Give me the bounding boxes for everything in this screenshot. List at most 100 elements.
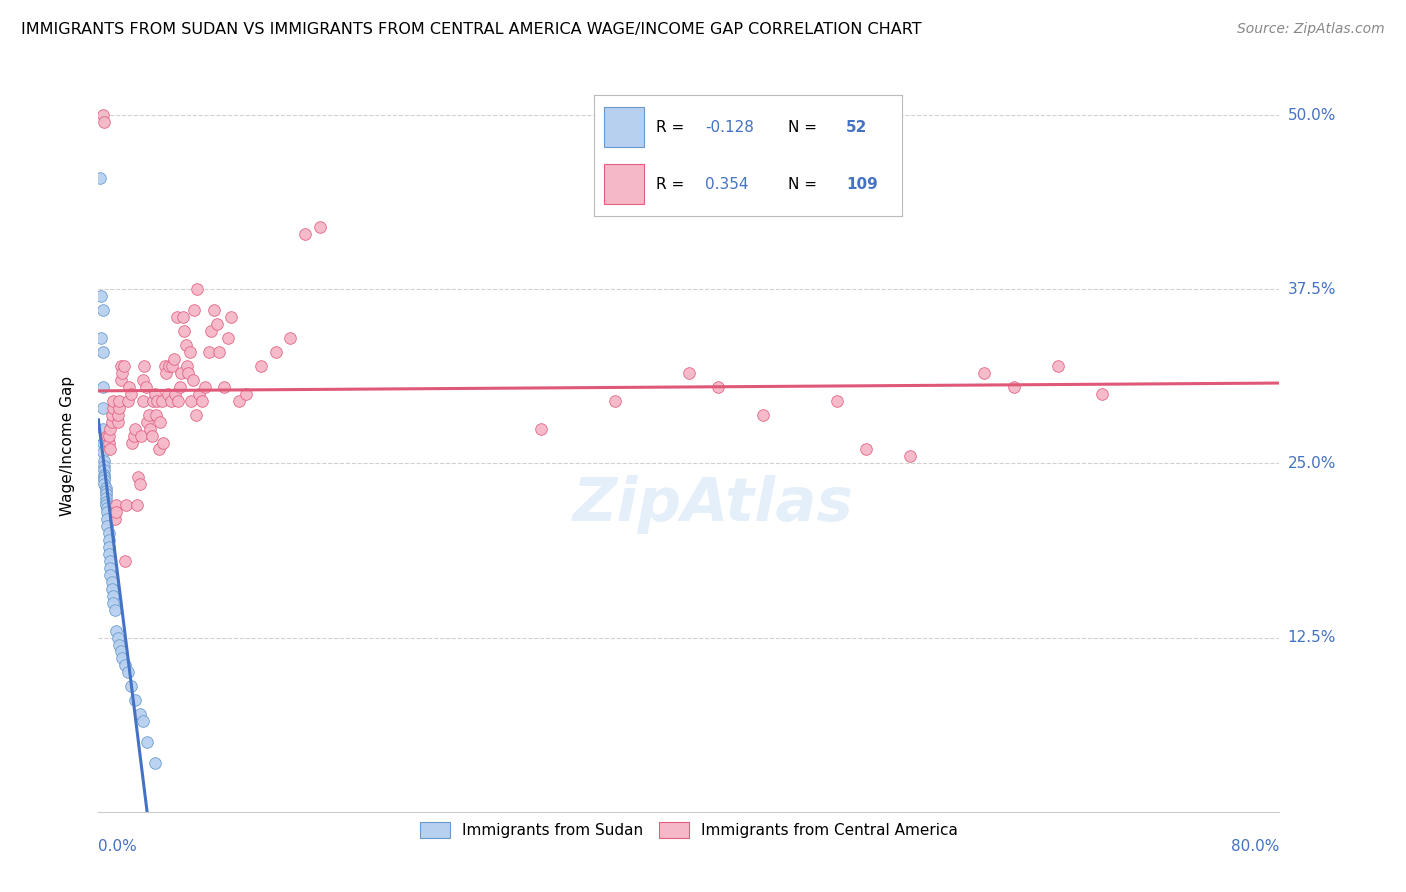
- Point: [96, 505, 118, 519]
- Point: [96, 501, 118, 516]
- Point: [97, 428, 120, 442]
- Point: [170, 366, 193, 380]
- Text: 37.5%: 37.5%: [1288, 282, 1336, 297]
- Point: [141, 428, 163, 442]
- Point: [100, 582, 122, 596]
- Point: [121, 435, 143, 450]
- Point: [112, 359, 135, 373]
- Point: [117, 393, 139, 408]
- Point: [163, 351, 186, 366]
- Point: [93, 473, 115, 487]
- Point: [678, 366, 700, 380]
- Point: [145, 408, 167, 422]
- Point: [228, 393, 250, 408]
- Point: [100, 574, 122, 589]
- Point: [181, 373, 204, 387]
- Point: [108, 401, 131, 415]
- Point: [98, 561, 121, 575]
- Point: [177, 366, 200, 380]
- Point: [91, 303, 114, 318]
- Point: [91, 108, 114, 122]
- Point: [250, 359, 273, 373]
- Point: [176, 359, 198, 373]
- Point: [94, 487, 117, 501]
- Point: [183, 303, 205, 318]
- Point: [97, 533, 120, 547]
- Point: [194, 380, 217, 394]
- Point: [105, 505, 128, 519]
- Point: [132, 714, 155, 728]
- Point: [96, 512, 118, 526]
- Point: [135, 380, 157, 394]
- Point: [217, 331, 239, 345]
- Point: [93, 115, 115, 129]
- Point: [103, 401, 125, 415]
- Point: [91, 445, 114, 459]
- Point: [94, 482, 117, 496]
- Point: [117, 665, 139, 680]
- Point: [172, 310, 194, 325]
- Point: [93, 459, 115, 474]
- Point: [105, 498, 128, 512]
- Point: [235, 386, 257, 401]
- Point: [93, 453, 115, 467]
- Point: [94, 498, 117, 512]
- Point: [139, 421, 162, 435]
- Point: [186, 282, 208, 296]
- Point: [134, 359, 156, 373]
- Point: [90, 289, 112, 303]
- Point: [605, 393, 627, 408]
- Point: [96, 428, 118, 442]
- Point: [94, 495, 117, 509]
- Point: [91, 345, 114, 359]
- Point: [180, 393, 202, 408]
- Point: [152, 435, 174, 450]
- Point: [149, 415, 172, 429]
- Point: [91, 421, 114, 435]
- Point: [107, 415, 129, 429]
- Point: [159, 393, 181, 408]
- Point: [128, 477, 150, 491]
- Point: [167, 393, 190, 408]
- Point: [89, 170, 111, 185]
- Point: [309, 219, 332, 234]
- Point: [155, 366, 177, 380]
- Point: [93, 467, 115, 482]
- Point: [107, 408, 129, 422]
- Point: [111, 366, 134, 380]
- Point: [973, 366, 995, 380]
- Point: [136, 415, 159, 429]
- Point: [212, 380, 235, 394]
- Point: [108, 393, 131, 408]
- Point: [128, 707, 150, 722]
- Point: [93, 477, 115, 491]
- Point: [93, 470, 115, 484]
- Text: ZipAtlas: ZipAtlas: [572, 475, 853, 534]
- Point: [110, 644, 132, 658]
- Point: [143, 386, 166, 401]
- Text: Source: ZipAtlas.com: Source: ZipAtlas.com: [1237, 22, 1385, 37]
- Point: [103, 589, 125, 603]
- Point: [94, 491, 117, 506]
- Point: [118, 380, 141, 394]
- Point: [100, 408, 122, 422]
- Point: [108, 638, 131, 652]
- Text: IMMIGRANTS FROM SUDAN VS IMMIGRANTS FROM CENTRAL AMERICA WAGE/INCOME GAP CORRELA: IMMIGRANTS FROM SUDAN VS IMMIGRANTS FROM…: [21, 22, 922, 37]
- Point: [91, 401, 114, 415]
- Point: [142, 393, 165, 408]
- Point: [127, 470, 149, 484]
- Point: [124, 693, 146, 707]
- Point: [97, 526, 120, 541]
- Point: [187, 386, 209, 401]
- Point: [98, 567, 121, 582]
- Text: 0.0%: 0.0%: [98, 839, 138, 855]
- Text: 25.0%: 25.0%: [1288, 456, 1336, 471]
- Y-axis label: Wage/Income Gap: Wage/Income Gap: [60, 376, 75, 516]
- Point: [97, 547, 120, 561]
- Point: [114, 658, 136, 673]
- Point: [104, 512, 127, 526]
- Point: [98, 554, 121, 568]
- Point: [200, 324, 222, 338]
- Point: [707, 380, 730, 394]
- Point: [221, 310, 243, 325]
